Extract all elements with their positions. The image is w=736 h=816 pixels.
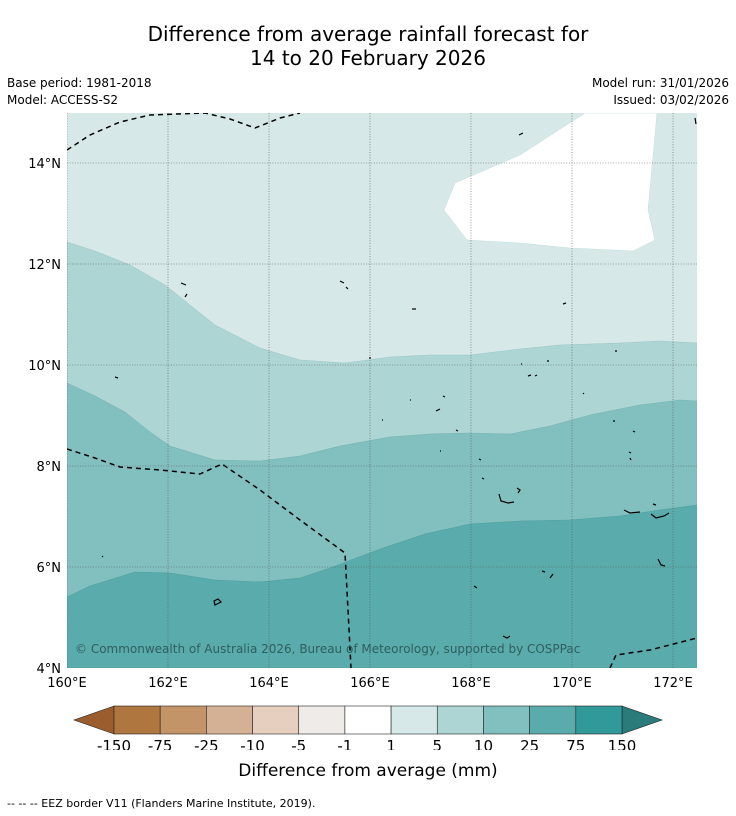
lon-tick-labels: 160°E 162°E 164°E 166°E 168°E 170°E 172°… <box>47 676 693 691</box>
map-plot-area: © Commonwealth of Australia 2026, Bureau… <box>67 113 697 668</box>
lat-tick-8: 8°N <box>37 460 62 475</box>
lat-tick-14: 14°N <box>28 157 61 172</box>
lon-tick-160: 160°E <box>47 676 87 691</box>
lon-tick-166: 166°E <box>350 676 390 691</box>
title-line-1: Difference from average rainfall forecas… <box>147 22 589 46</box>
colorbar-tick-label: 10 <box>474 737 493 750</box>
colorbar-tick-label: 5 <box>432 737 442 750</box>
colorbar-tick-label: -150 <box>97 737 131 750</box>
colorbar-segment <box>436 705 484 735</box>
chart-title: Difference from average rainfall forecas… <box>0 22 736 70</box>
lon-tick-172: 172°E <box>653 676 693 691</box>
colorbar-segment <box>298 705 346 735</box>
colorbar-label: Difference from average (mm) <box>238 761 498 781</box>
model-run-text: Model run: 31/01/2026 <box>591 76 729 90</box>
colorbar-tick-label: 150 <box>608 737 637 750</box>
eez-footnote: -- -- -- EEZ border V11 (Flanders Marine… <box>7 797 316 810</box>
lon-tick-170: 170°E <box>552 676 592 691</box>
colorbar-extend-high <box>621 705 663 735</box>
colorbar-segment <box>483 705 530 735</box>
colorbar-tick-label: -10 <box>240 737 265 750</box>
colorbar-segment <box>575 705 623 735</box>
islands <box>101 117 697 639</box>
colorbar-tick-label: 75 <box>566 737 585 750</box>
colorbar-segment <box>390 705 438 735</box>
graticule <box>67 113 697 668</box>
colorbar-segment <box>206 705 253 735</box>
white-patch-near-average <box>443 113 658 252</box>
colorbar-segment <box>252 705 300 735</box>
colorbar-segment <box>113 705 161 735</box>
metadata-left: Base period: 1981-2018 Model: ACCESS-S2 <box>7 75 152 109</box>
colorbar-tick-label: -1 <box>337 737 352 750</box>
colorbar-tick-label: -75 <box>148 737 173 750</box>
colorbar-tick-label: 25 <box>520 737 539 750</box>
copyright-text: © Commonwealth of Australia 2026, Bureau… <box>75 642 580 656</box>
lat-tick-10: 10°N <box>28 359 61 374</box>
colorbar-segment <box>159 705 207 735</box>
lat-tick-4: 4°N <box>37 662 62 677</box>
colorbar: -150 -75 -25 -10 -5 -1 1 5 10 25 75 150 <box>73 705 663 750</box>
colorbar-tick-label: -25 <box>194 737 219 750</box>
lat-tick-6: 6°N <box>37 561 62 576</box>
base-period-text: Base period: 1981-2018 <box>7 76 152 90</box>
eez-borders <box>67 113 697 668</box>
issued-text: Issued: 03/02/2026 <box>613 93 729 107</box>
metadata-right: Model run: 31/01/2026 Issued: 03/02/2026 <box>592 75 729 109</box>
colorbar-segment <box>344 705 392 735</box>
colorbar-tick-label: -5 <box>291 737 306 750</box>
model-text: Model: ACCESS-S2 <box>7 93 119 107</box>
colorbar-segment <box>529 705 577 735</box>
colorbar-tick-label: 1 <box>386 737 396 750</box>
lat-tick-12: 12°N <box>28 258 61 273</box>
colorbar-extend-low <box>73 705 115 735</box>
lon-tick-164: 164°E <box>249 676 289 691</box>
rainfall-map: © Commonwealth of Australia 2026, Bureau… <box>28 113 697 750</box>
lon-tick-168: 168°E <box>451 676 491 691</box>
lon-tick-162: 162°E <box>148 676 188 691</box>
lat-tick-labels: 14°N 12°N 10°N 8°N 6°N 4°N <box>28 157 61 677</box>
title-line-2: 14 to 20 February 2026 <box>250 46 486 70</box>
region-25-to-75 <box>67 504 697 668</box>
